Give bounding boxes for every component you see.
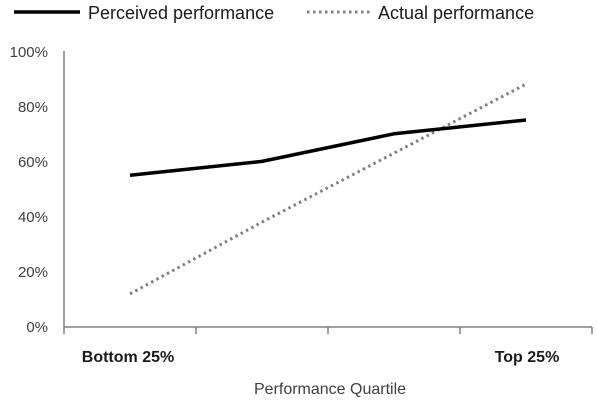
y-tick-label: 60% xyxy=(18,154,48,171)
y-tick-label: 20% xyxy=(18,264,48,281)
y-tick-label: 80% xyxy=(18,99,48,116)
y-tick-label: 40% xyxy=(18,209,48,226)
series-line-actual xyxy=(129,82,527,296)
legend-label-perceived: Perceived performance xyxy=(88,3,274,23)
series-layer xyxy=(129,82,527,296)
legend-label-actual: Actual performance xyxy=(378,3,534,23)
x-category-label-bottom: Bottom 25% xyxy=(82,349,174,366)
series-line-perceived xyxy=(129,118,527,177)
y-tick-label: 100% xyxy=(10,44,48,61)
x-category-label-top: Top 25% xyxy=(495,349,560,366)
x-axis-title: Performance Quartile xyxy=(254,381,406,398)
y-tick-label: 0% xyxy=(26,319,48,336)
y-tick-labels: 0% 20% 40% 60% 80% 100% xyxy=(10,44,48,336)
x-tick-marks xyxy=(63,327,593,334)
legend: Perceived performance Actual performance xyxy=(14,3,534,23)
